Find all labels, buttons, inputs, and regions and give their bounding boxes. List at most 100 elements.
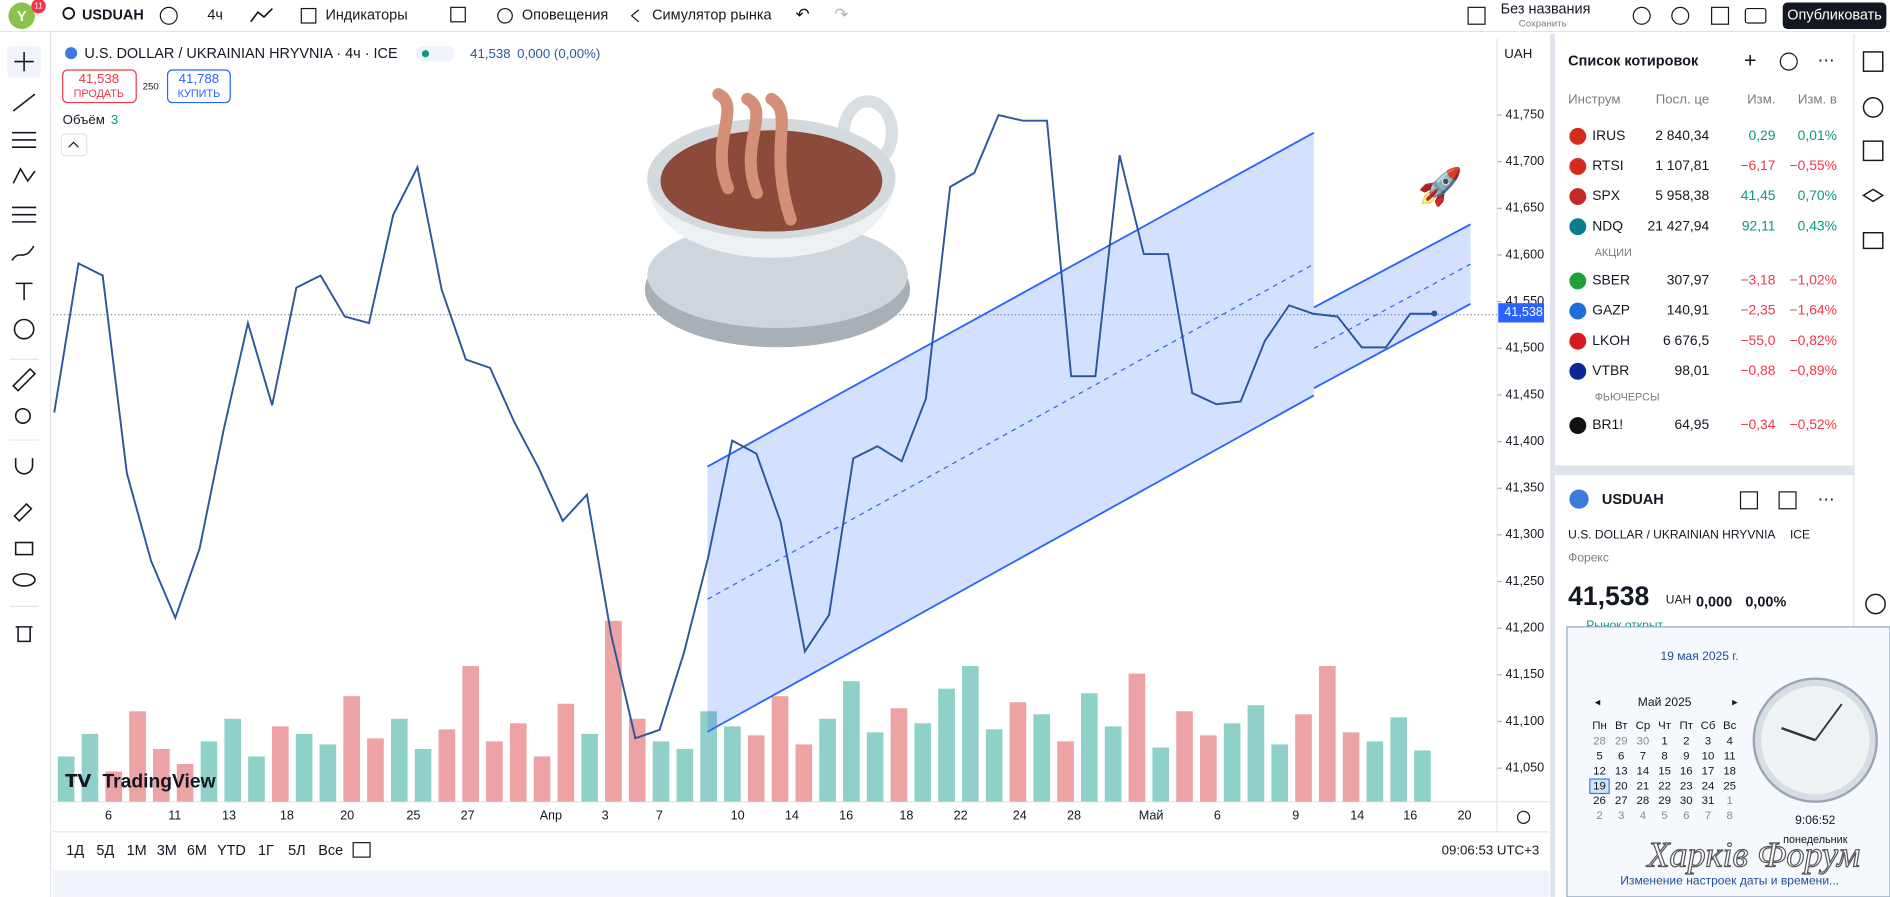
goto-date[interactable] bbox=[352, 842, 371, 858]
crosshair-tool[interactable] bbox=[14, 51, 34, 72]
day[interactable]: 5 bbox=[1661, 810, 1667, 822]
replay[interactable]: Симулятор рынка bbox=[652, 8, 772, 24]
day[interactable]: 12 bbox=[1593, 765, 1606, 777]
collapse-legend[interactable] bbox=[60, 133, 88, 157]
lock-draw-tool[interactable] bbox=[13, 502, 33, 522]
pattern-tool[interactable] bbox=[12, 167, 36, 184]
day[interactable]: 6 bbox=[1618, 750, 1624, 762]
day[interactable]: 25 bbox=[1723, 780, 1736, 792]
column-header[interactable]: Инструм bbox=[1568, 92, 1620, 107]
fullscreen[interactable] bbox=[1711, 6, 1730, 25]
day[interactable]: 1 bbox=[1727, 795, 1733, 807]
details-layout[interactable] bbox=[1739, 491, 1759, 510]
column-header[interactable]: Изм. в bbox=[1798, 92, 1837, 107]
row-symbol[interactable]: LKOH bbox=[1592, 332, 1630, 348]
range-button[interactable]: 1M bbox=[127, 843, 147, 859]
layout-name[interactable]: Без названия bbox=[1501, 2, 1591, 18]
layers-tab[interactable] bbox=[1862, 188, 1885, 203]
column-header[interactable]: Посл. це bbox=[1656, 92, 1709, 107]
day[interactable]: 4 bbox=[1727, 735, 1734, 747]
chat-tab[interactable] bbox=[1862, 232, 1884, 250]
row-symbol[interactable]: IRUS bbox=[1592, 127, 1625, 143]
day[interactable]: 15 bbox=[1658, 765, 1671, 777]
day[interactable]: 29 bbox=[1658, 795, 1671, 807]
row-symbol[interactable]: BR1! bbox=[1592, 416, 1623, 432]
row-symbol[interactable]: RTSI bbox=[1592, 157, 1623, 173]
search-icon[interactable] bbox=[62, 7, 76, 20]
range-button[interactable]: 1Г bbox=[258, 843, 274, 859]
magnet-tool[interactable] bbox=[14, 458, 34, 475]
day[interactable]: 2 bbox=[1683, 735, 1689, 747]
day[interactable]: 23 bbox=[1680, 780, 1693, 792]
chart-type[interactable] bbox=[250, 7, 274, 23]
buy-button[interactable] bbox=[166, 69, 231, 104]
details-edit[interactable] bbox=[1778, 491, 1797, 510]
undo[interactable]: ↶ bbox=[796, 5, 810, 24]
day[interactable]: 27 bbox=[1615, 795, 1628, 807]
day[interactable]: 2 bbox=[1596, 810, 1602, 822]
row-symbol[interactable]: GAZP bbox=[1592, 302, 1630, 318]
day[interactable]: 24 bbox=[1702, 780, 1715, 792]
add-symbol[interactable] bbox=[159, 6, 178, 25]
range-button[interactable]: Все bbox=[318, 843, 343, 859]
day[interactable]: 26 bbox=[1593, 795, 1606, 807]
day[interactable]: 31 bbox=[1702, 795, 1715, 807]
range-button[interactable]: 5Д bbox=[96, 843, 114, 859]
day[interactable]: 10 bbox=[1702, 750, 1715, 762]
alerts[interactable]: Оповещения bbox=[522, 8, 608, 24]
help-tab[interactable] bbox=[1865, 593, 1886, 615]
day[interactable]: 28 bbox=[1593, 735, 1606, 747]
currency[interactable]: UAH bbox=[1504, 46, 1532, 61]
day[interactable]: 17 bbox=[1702, 765, 1715, 777]
day[interactable]: 30 bbox=[1680, 795, 1693, 807]
publish-button[interactable] bbox=[1782, 2, 1887, 30]
day[interactable]: 18 bbox=[1723, 765, 1736, 777]
buy-price[interactable]: 41,788 bbox=[179, 71, 220, 86]
day[interactable]: 3 bbox=[1705, 735, 1711, 747]
next-month[interactable]: ▸ bbox=[1732, 697, 1738, 709]
layout-icon[interactable] bbox=[1467, 6, 1486, 25]
text-tool[interactable] bbox=[15, 282, 33, 301]
delete-tool[interactable] bbox=[15, 626, 33, 643]
section-header[interactable]: ФЬЮЧЕРСЫ bbox=[1595, 392, 1660, 404]
sell-label[interactable]: ПРОДАТЬ bbox=[74, 88, 124, 100]
templates[interactable] bbox=[450, 6, 466, 23]
symbol-search[interactable]: USDUAH bbox=[82, 8, 144, 24]
redo[interactable]: ↷ bbox=[834, 5, 848, 24]
fib-tool[interactable] bbox=[12, 131, 37, 148]
day[interactable]: 7 bbox=[1705, 810, 1711, 822]
details-menu[interactable]: ⋯ bbox=[1818, 490, 1835, 509]
row-symbol[interactable]: NDQ bbox=[1592, 217, 1623, 233]
indicators[interactable]: Индикаторы bbox=[325, 8, 407, 24]
sell-price[interactable]: 41,538 bbox=[79, 71, 120, 86]
day[interactable]: 5 bbox=[1596, 750, 1602, 762]
add-to-watchlist[interactable]: + bbox=[1744, 47, 1757, 72]
day[interactable]: 16 bbox=[1680, 765, 1693, 777]
day[interactable]: 21 bbox=[1637, 780, 1650, 792]
news-tab[interactable] bbox=[1862, 140, 1884, 162]
range-button[interactable]: 1Д bbox=[66, 843, 84, 859]
day[interactable]: 13 bbox=[1615, 765, 1628, 777]
day[interactable]: 7 bbox=[1640, 750, 1646, 762]
watchlist-menu[interactable]: ⋯ bbox=[1818, 51, 1835, 70]
day[interactable]: 8 bbox=[1727, 810, 1733, 822]
settings[interactable] bbox=[1671, 6, 1690, 25]
brush-tool[interactable] bbox=[11, 245, 35, 261]
emoji-tool[interactable] bbox=[13, 318, 35, 340]
section-header[interactable]: АКЦИИ bbox=[1595, 247, 1632, 259]
day[interactable]: 8 bbox=[1661, 750, 1667, 762]
day[interactable]: 20 bbox=[1615, 780, 1628, 792]
calendar-date[interactable]: 19 мая 2025 г. bbox=[1661, 649, 1739, 663]
calendar-month[interactable]: Май 2025 bbox=[1638, 695, 1692, 709]
range-button[interactable]: 6M bbox=[187, 843, 207, 859]
range-button[interactable]: 5Л bbox=[288, 843, 306, 859]
row-symbol[interactable]: VTBR bbox=[1592, 362, 1629, 378]
avatar[interactable] bbox=[8, 2, 35, 30]
day[interactable]: 3 bbox=[1618, 810, 1624, 822]
row-symbol[interactable]: SBER bbox=[1592, 272, 1630, 288]
visibility-tool[interactable] bbox=[12, 573, 36, 587]
forecast-tool[interactable] bbox=[12, 206, 37, 223]
day[interactable]: 6 bbox=[1683, 810, 1689, 822]
rocket-sticker[interactable]: 🚀 bbox=[1418, 166, 1463, 207]
day[interactable]: 1 bbox=[1661, 735, 1667, 747]
